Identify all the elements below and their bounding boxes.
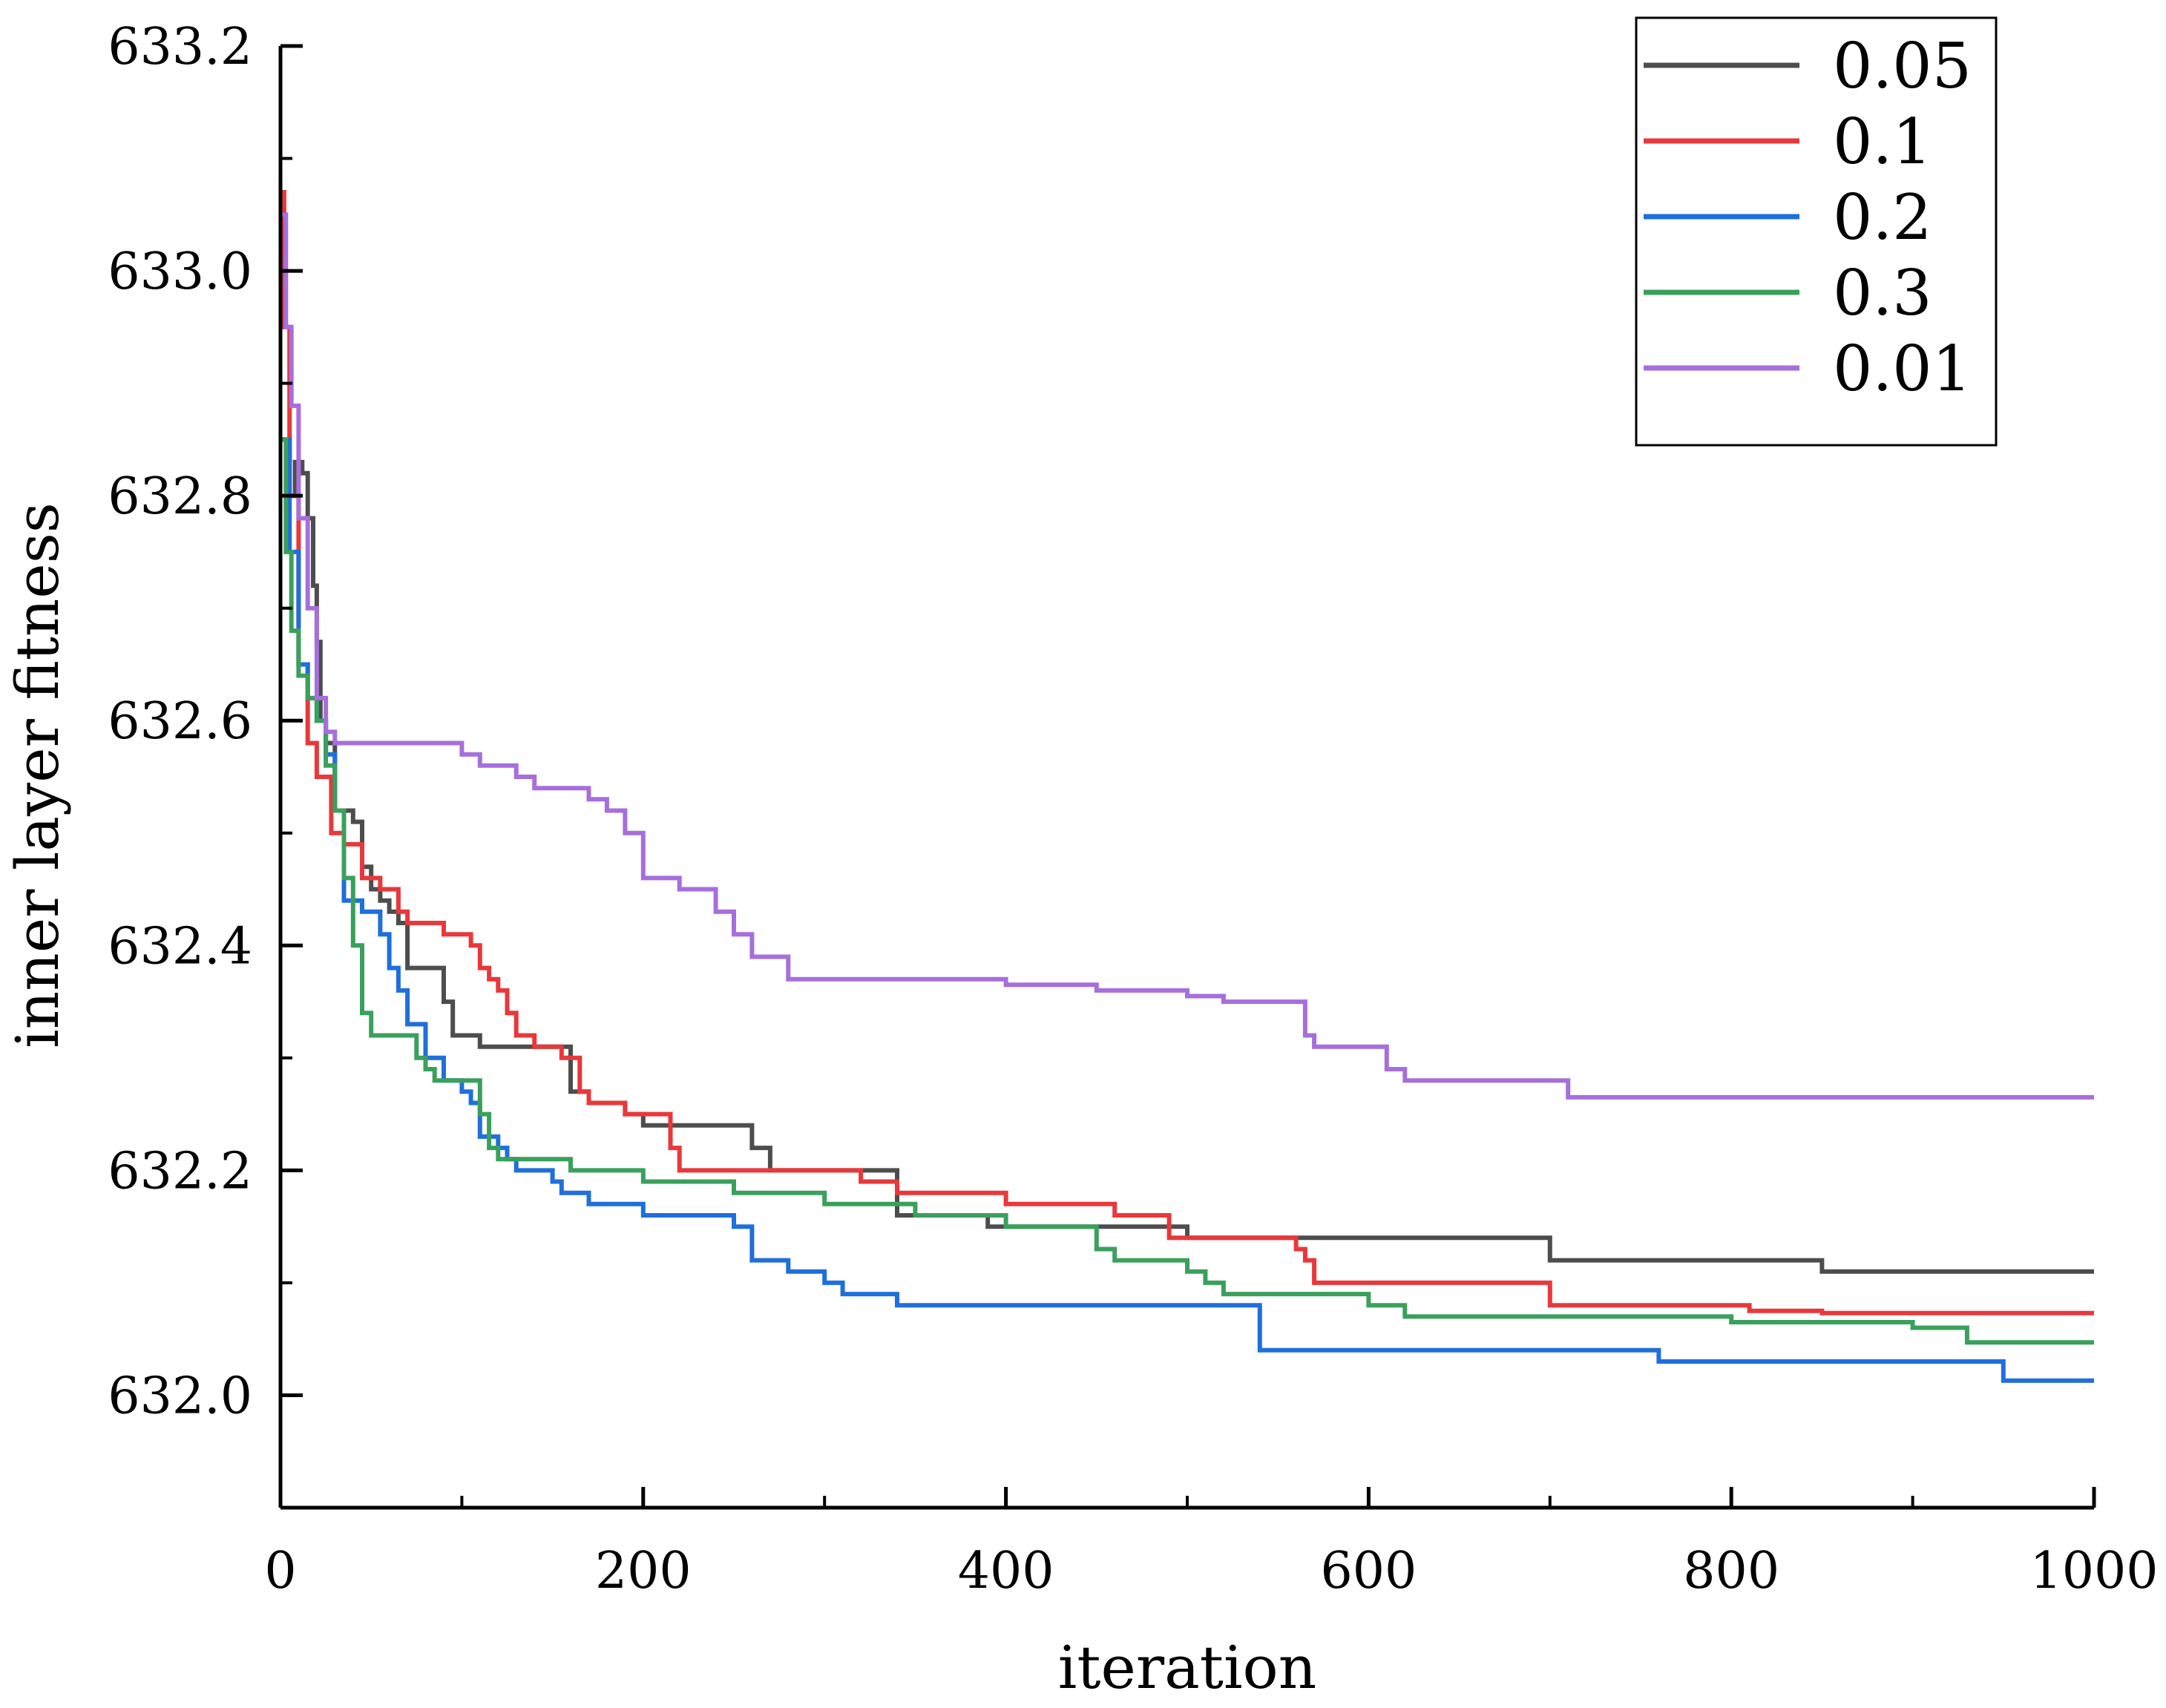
legend-label: 0.2 (1833, 181, 1932, 254)
x-axis-title: iteration (1058, 1633, 1316, 1702)
series-line-0.1 (280, 190, 2094, 1316)
x-tick-label: 800 (1683, 1542, 1779, 1600)
legend-label: 0.05 (1833, 30, 1972, 102)
y-tick-label: 633.2 (108, 18, 252, 76)
legend-label: 0.3 (1833, 257, 1932, 329)
x-tick-label: 200 (595, 1542, 692, 1600)
x-tick-label: 0 (264, 1542, 296, 1600)
y-tick-label: 633.0 (108, 243, 252, 301)
y-tick-label: 632.2 (108, 1142, 252, 1200)
series-line-0.01 (280, 212, 2094, 1100)
series-lines (280, 190, 2094, 1383)
x-tick-label: 600 (1321, 1542, 1417, 1600)
x-tick-label: 1000 (2029, 1542, 2158, 1600)
y-axis-title: inner layer fitness (3, 502, 72, 1048)
x-tick-label: 400 (958, 1542, 1054, 1600)
x-ticks: 0 200 400 600 800 1000 (264, 1487, 2159, 1600)
legend-box (1635, 16, 1998, 447)
y-ticks: 632.0 632.2 632.4 632.6 632.8 633.0 633.2 (108, 18, 303, 1509)
legend: 0.050.10.20.30.01 (1635, 16, 1998, 447)
y-tick-label: 632.8 (108, 467, 252, 526)
legend-label: 0.01 (1833, 332, 1972, 405)
legend-label: 0.1 (1833, 105, 1932, 178)
series-line-0.05 (280, 437, 2094, 1274)
y-tick-label: 632.4 (108, 917, 252, 976)
series-line-0.3 (280, 437, 2094, 1345)
y-tick-label: 632.0 (108, 1367, 252, 1425)
y-tick-label: 632.6 (108, 692, 252, 751)
